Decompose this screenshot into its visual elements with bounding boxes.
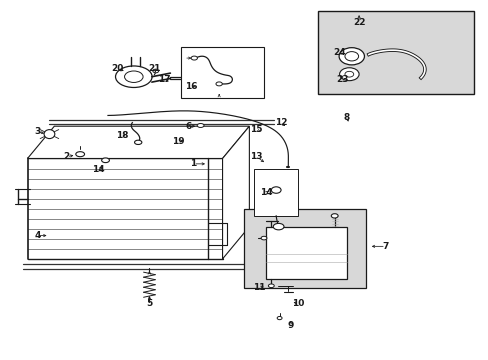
Text: 21: 21 [148, 64, 160, 73]
Ellipse shape [344, 71, 353, 77]
Ellipse shape [268, 284, 274, 288]
Text: 10: 10 [291, 299, 304, 308]
Text: 7: 7 [382, 242, 388, 251]
Text: 18: 18 [116, 131, 128, 140]
Text: 22: 22 [352, 18, 365, 27]
Ellipse shape [216, 82, 222, 86]
Ellipse shape [76, 152, 84, 157]
Text: 11: 11 [252, 283, 265, 292]
Ellipse shape [153, 69, 158, 73]
Polygon shape [222, 126, 249, 259]
Text: 5: 5 [146, 299, 152, 308]
Ellipse shape [261, 236, 266, 240]
Ellipse shape [134, 140, 142, 144]
Text: 14: 14 [92, 165, 104, 174]
Ellipse shape [330, 214, 337, 218]
Ellipse shape [338, 48, 364, 65]
Text: 1: 1 [190, 159, 196, 168]
Ellipse shape [339, 68, 358, 81]
Ellipse shape [124, 71, 143, 82]
Ellipse shape [271, 187, 281, 193]
Ellipse shape [277, 316, 282, 320]
Ellipse shape [44, 130, 55, 139]
Polygon shape [27, 126, 249, 158]
Bar [244, 209, 366, 288]
Text: 3: 3 [34, 127, 41, 136]
Bar [317, 12, 473, 94]
Text: 15: 15 [250, 125, 263, 134]
Text: 2: 2 [63, 152, 69, 161]
Text: 13: 13 [250, 152, 263, 161]
Text: 23: 23 [335, 75, 347, 84]
Ellipse shape [197, 123, 203, 127]
Text: 19: 19 [172, 137, 184, 146]
Text: 8: 8 [343, 113, 349, 122]
Text: 6: 6 [185, 122, 191, 131]
Text: 16: 16 [184, 82, 197, 91]
Text: 14: 14 [260, 188, 272, 197]
Ellipse shape [191, 56, 197, 60]
Text: 12: 12 [274, 118, 287, 127]
Text: 9: 9 [287, 321, 293, 330]
Text: 4: 4 [34, 231, 41, 240]
Ellipse shape [102, 158, 109, 163]
Bar [254, 169, 298, 216]
Text: 20: 20 [111, 64, 123, 73]
Text: 24: 24 [333, 48, 345, 57]
Bar [181, 47, 264, 98]
Bar [266, 226, 346, 279]
Ellipse shape [344, 51, 358, 61]
Ellipse shape [115, 66, 152, 87]
Text: 17: 17 [158, 75, 170, 84]
Ellipse shape [273, 224, 284, 230]
